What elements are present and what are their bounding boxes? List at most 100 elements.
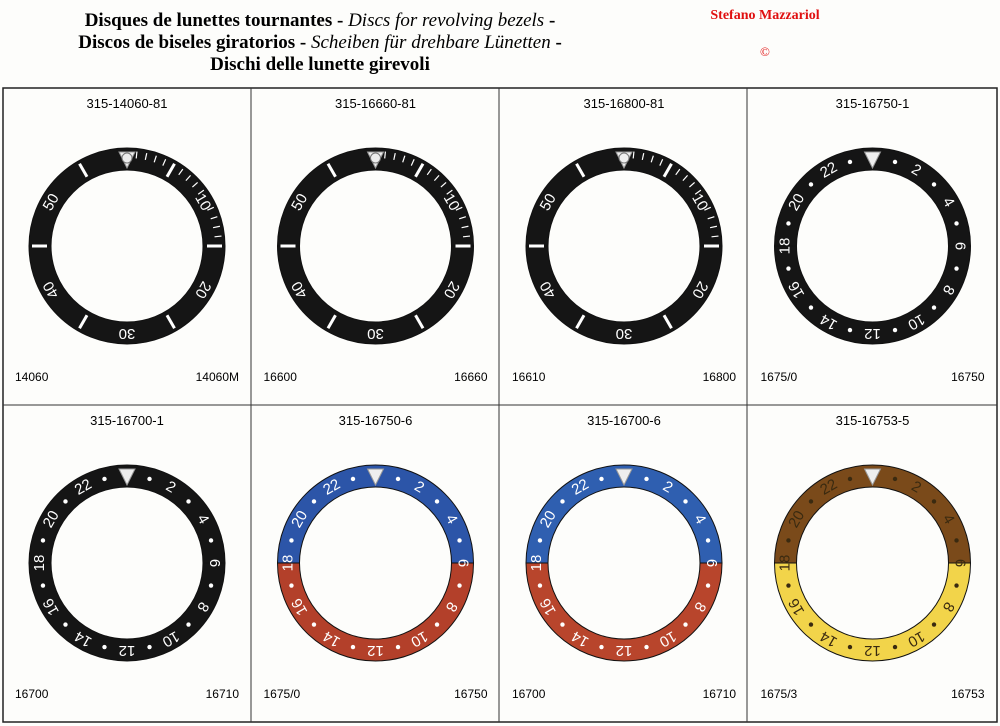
dot: [102, 476, 107, 482]
dot: [892, 644, 898, 650]
bezel-numeral: 10: [688, 191, 711, 214]
part-number: 315-16750-6: [339, 413, 413, 428]
tick: [162, 158, 167, 166]
bezel-numeral: 16: [785, 278, 808, 301]
title: Disques de lunettes tournantes - Discs f…: [0, 10, 640, 76]
bezel-numeral: 40: [537, 278, 560, 301]
bezel-numeral: 20: [191, 278, 214, 301]
bezel-top: [525, 464, 723, 564]
title-line: Dischi delle lunette girevoli: [0, 54, 640, 76]
bezel-numeral: 50: [537, 191, 560, 214]
dot: [808, 499, 814, 504]
bezel-numeral: 10: [905, 310, 928, 333]
dot: [289, 583, 294, 588]
tick: [178, 168, 184, 176]
part-number: 315-16753-5: [836, 413, 910, 428]
dot: [644, 476, 649, 482]
author: Stefano Mazzariol: [710, 8, 820, 23]
bezel-bottom: [276, 562, 475, 662]
tick: [440, 181, 447, 188]
bezel-numeral: 6: [206, 559, 223, 567]
bezel-top: [28, 147, 226, 247]
bezel-numeral: 18: [776, 555, 793, 572]
bezel-numeral: 10: [440, 191, 463, 214]
title-segment: Discs for revolving bezels: [348, 10, 545, 31]
dot: [705, 583, 711, 588]
tick: [632, 151, 635, 159]
tick: [78, 314, 89, 330]
dot: [808, 305, 814, 310]
bezel-numeral: 22: [817, 476, 840, 499]
dot: [457, 538, 462, 543]
bezel-numeral: 20: [688, 278, 711, 301]
dot: [186, 622, 191, 627]
bezel-numeral: 20: [785, 508, 808, 531]
tick: [393, 152, 396, 161]
title-segment: -: [550, 32, 562, 53]
bezel-numeral: 20: [537, 508, 560, 531]
model-right: 16750: [951, 370, 985, 384]
tick: [210, 216, 218, 220]
part-number: 315-16660-81: [335, 96, 416, 111]
dot: [147, 644, 152, 650]
dot: [892, 476, 898, 482]
tick: [402, 155, 406, 163]
bezel-numeral: 14: [320, 627, 343, 650]
tick: [575, 162, 586, 178]
bezel-top: [773, 464, 972, 564]
tick: [326, 314, 337, 330]
tick: [78, 162, 89, 178]
bezel-numeral: 50: [40, 191, 63, 214]
bezel-numeral: 20: [40, 508, 63, 531]
dot: [102, 644, 107, 650]
dot: [63, 622, 68, 627]
bezel-top: [525, 147, 723, 247]
title-segment: Dischi delle lunette girevoli: [210, 54, 430, 75]
title-line: Discos de biseles giratorios - Scheiben …: [0, 32, 640, 54]
marker: [863, 151, 882, 170]
bezel-numeral: 16: [40, 595, 63, 618]
tick: [153, 155, 157, 163]
bezel-numeral: 14: [817, 627, 840, 650]
title-line: Disques de lunettes tournantes - Discs f…: [0, 10, 640, 32]
tick: [682, 174, 689, 182]
bezel-numeral: 12: [864, 325, 881, 342]
dot: [954, 538, 959, 543]
tick: [426, 168, 432, 176]
tick: [207, 206, 215, 211]
bezel-numeral: 10: [408, 627, 431, 650]
marker: [366, 468, 385, 487]
marker: [615, 468, 633, 487]
title-segment: Disques de lunettes tournantes -: [84, 10, 349, 31]
bezel-bottom: [525, 562, 723, 662]
tick: [212, 225, 221, 229]
model-left: 1675/0: [761, 370, 798, 384]
tick: [214, 235, 222, 238]
bezel-numeral: 20: [288, 508, 311, 531]
bezel-bottom: [525, 245, 723, 345]
model-left: 14060: [15, 370, 49, 384]
part-number: 315-16800-81: [584, 96, 665, 111]
bezel-numeral: 22: [817, 159, 840, 182]
tick: [662, 162, 673, 178]
tick: [709, 225, 718, 229]
tick: [711, 235, 719, 238]
bezel-bottom: [28, 562, 226, 662]
part-number: 315-16700-1: [90, 413, 164, 428]
model-right: 14060M: [196, 370, 239, 384]
tick: [575, 314, 586, 330]
tick: [455, 206, 463, 211]
tick: [410, 158, 415, 166]
bezel-bottom: [773, 245, 972, 345]
tick: [326, 162, 337, 178]
bezel-numeral: 20: [440, 278, 463, 301]
tick: [165, 314, 176, 330]
dot: [63, 499, 68, 504]
dot: [186, 499, 191, 504]
tick: [144, 152, 148, 161]
dot: [892, 327, 898, 333]
bezel-numeral: 6: [703, 559, 720, 567]
bezel: 10 20 30 40 50: [525, 147, 723, 345]
